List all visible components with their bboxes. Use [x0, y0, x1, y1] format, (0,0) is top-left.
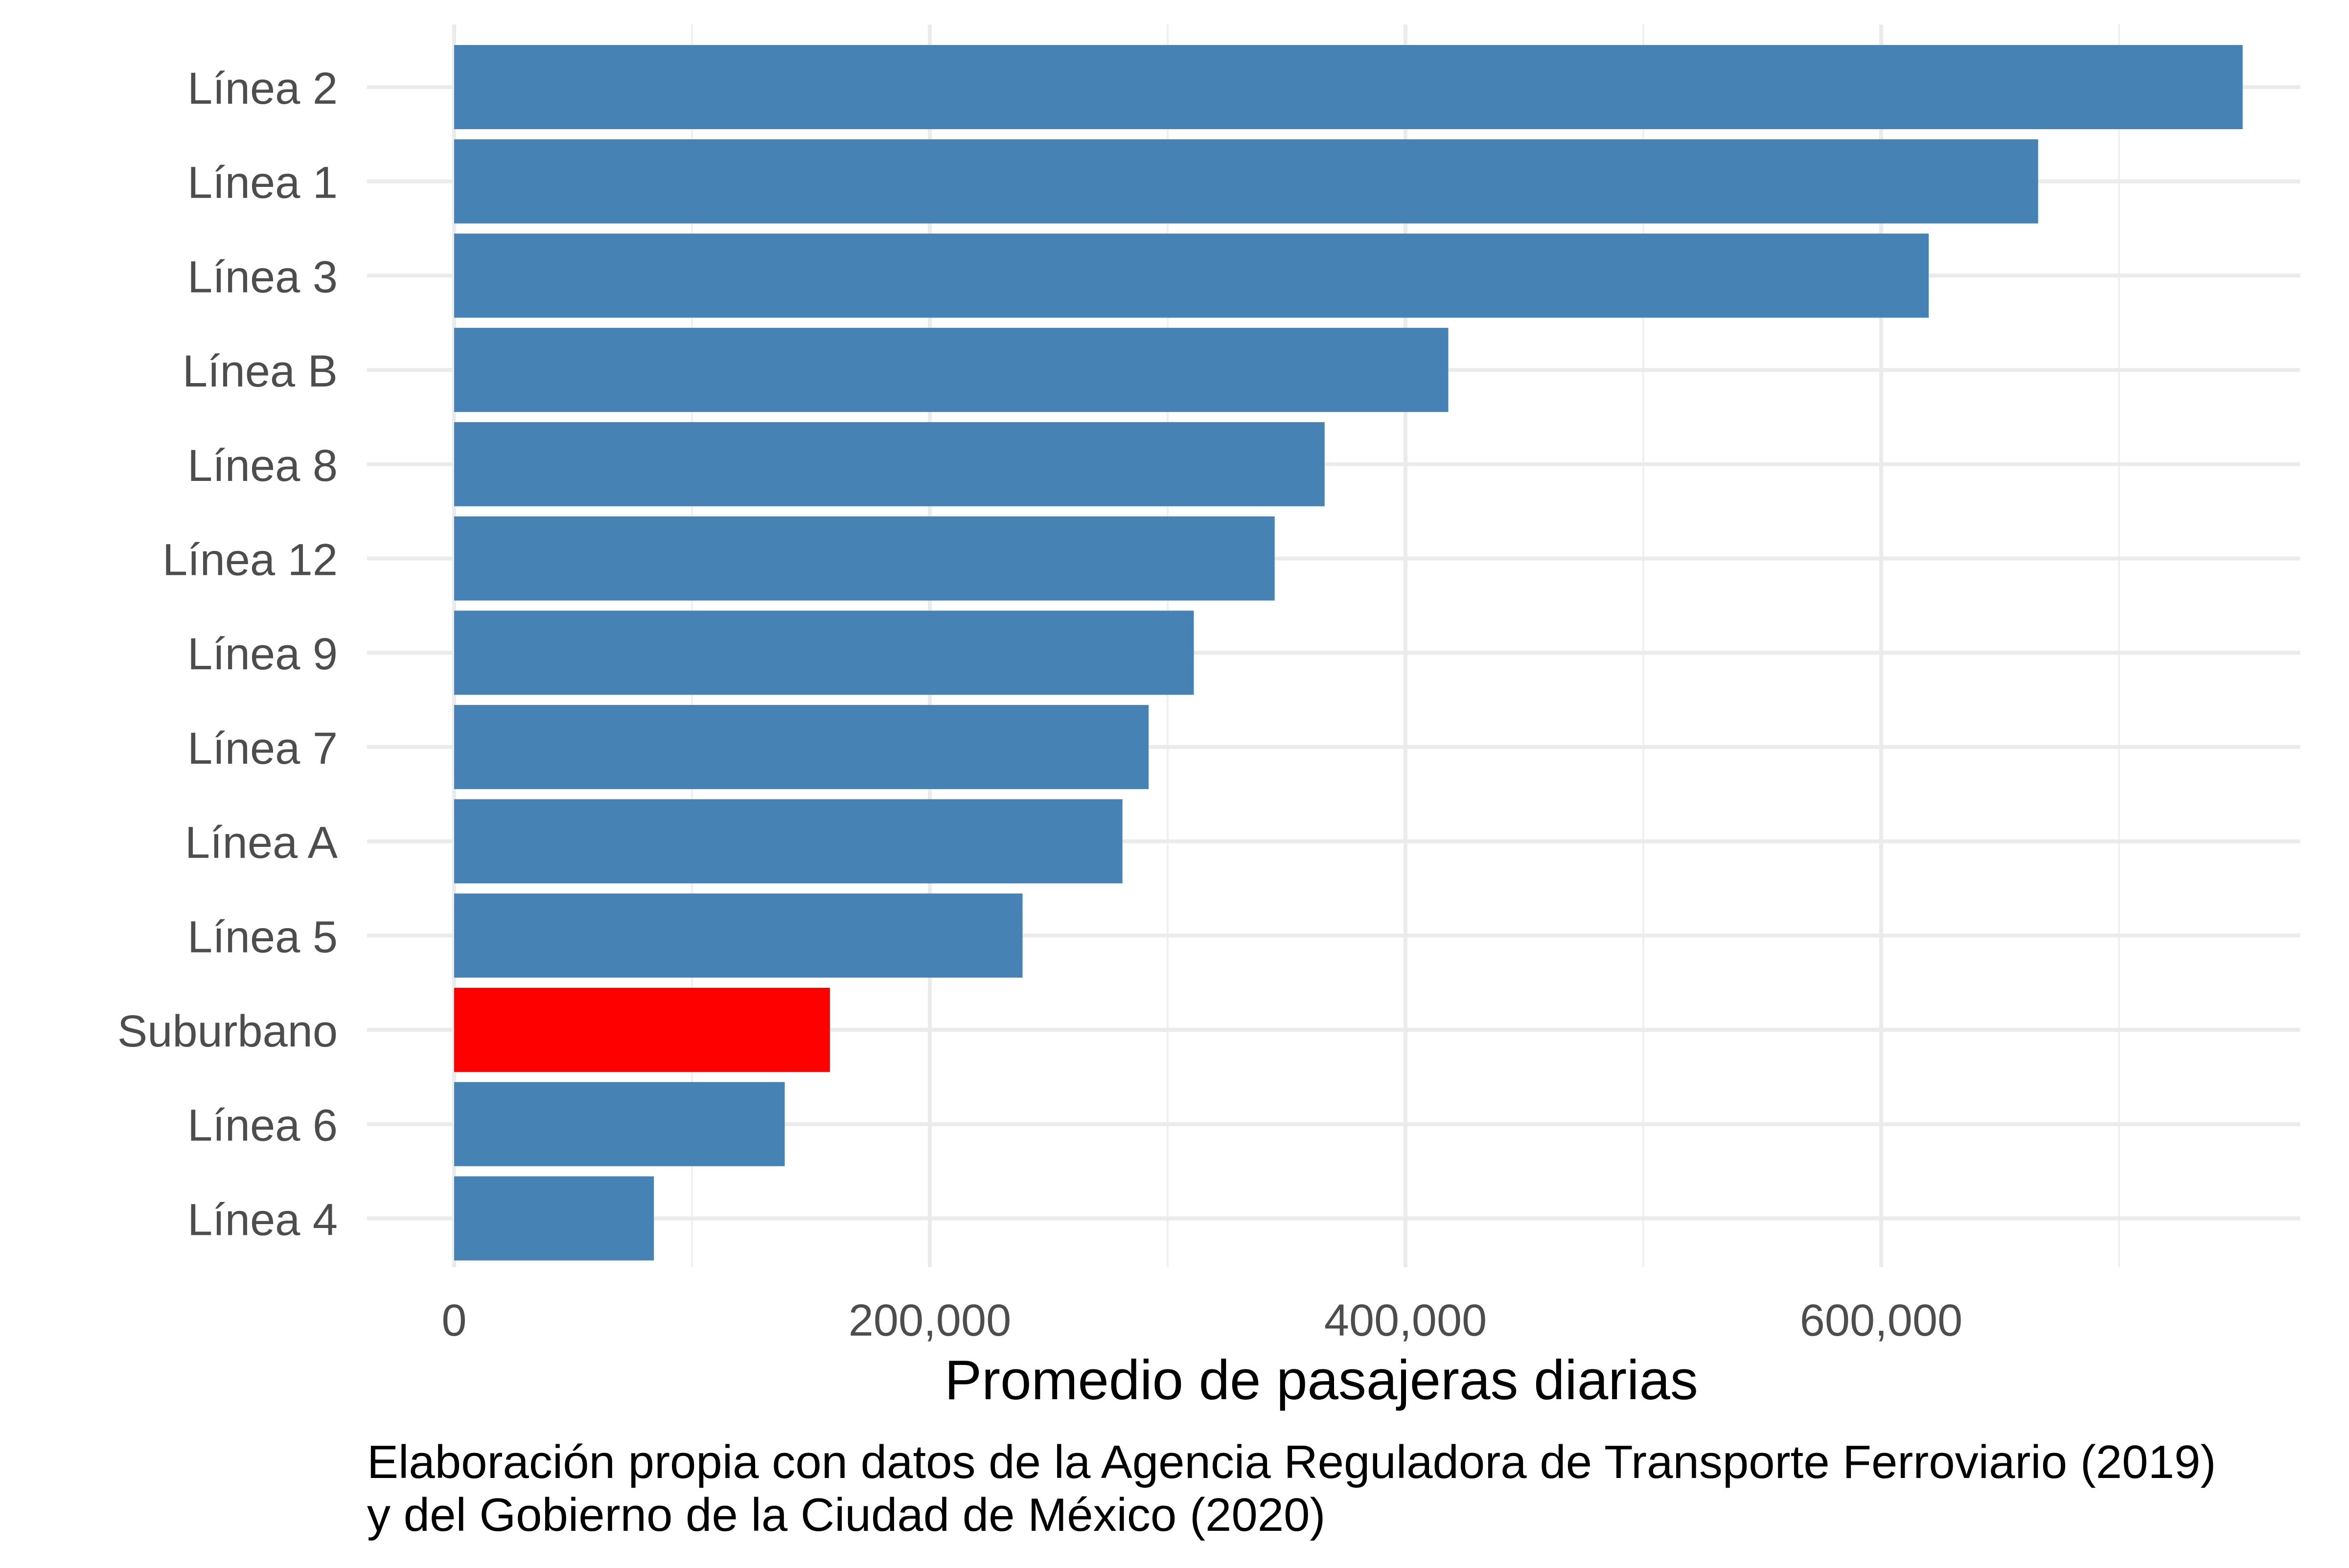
x-tick-label: 0 [441, 1295, 466, 1345]
bar [454, 799, 1123, 884]
x-tick-label: 600,000 [1800, 1295, 1963, 1345]
y-tick-label: Línea 2 [187, 64, 338, 114]
y-tick-label: Línea A [185, 818, 338, 868]
y-tick-label: Línea 3 [187, 252, 338, 302]
y-tick-label: Suburbano [117, 1006, 338, 1056]
x-tick-label: 400,000 [1324, 1295, 1487, 1345]
y-tick-label: Línea 1 [187, 158, 338, 208]
y-tick-labels: Línea 2 Línea 1 Línea 3 Línea B Línea 8 Línea… [117, 64, 338, 1245]
x-tick-labels: 0 200,000 400,000 600,000 [441, 1295, 1962, 1345]
bars-layer [454, 45, 2243, 1261]
source-caption: Elaboración propia con datos de la Agenc… [367, 1436, 2216, 1541]
bar [454, 516, 1275, 601]
bar [454, 45, 2243, 129]
y-tick-label: Línea 5 [187, 912, 338, 962]
bar [454, 233, 1929, 318]
y-tick-label: Línea 12 [162, 535, 338, 585]
y-tick-label: Línea 7 [187, 724, 338, 773]
bar [454, 704, 1149, 789]
y-tick-label: Línea 4 [187, 1195, 338, 1245]
y-tick-label: Línea B [183, 346, 338, 396]
bar [454, 328, 1449, 412]
y-tick-label: Línea 9 [187, 629, 338, 679]
bar [454, 611, 1194, 695]
y-tick-label: Línea 8 [187, 441, 338, 491]
bar [454, 422, 1325, 506]
bar [454, 893, 1023, 978]
bar [454, 1176, 654, 1261]
x-axis-title: Promedio de pasajeras diarias [944, 1349, 1698, 1411]
bar [454, 988, 830, 1072]
y-tick-label: Línea 6 [187, 1101, 338, 1151]
x-tick-label: 200,000 [849, 1295, 1012, 1345]
bar [454, 139, 2038, 224]
bar [454, 1082, 785, 1166]
